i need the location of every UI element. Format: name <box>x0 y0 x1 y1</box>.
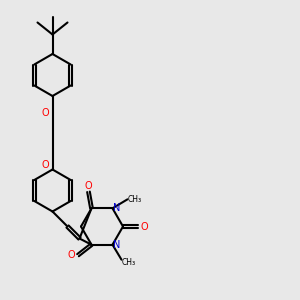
Text: CH₃: CH₃ <box>128 195 142 204</box>
Text: O: O <box>41 160 49 170</box>
Text: O: O <box>141 221 148 232</box>
Text: N: N <box>113 240 121 250</box>
Text: N: N <box>113 203 121 213</box>
Text: O: O <box>68 250 75 260</box>
Text: O: O <box>85 181 92 191</box>
Text: CH₃: CH₃ <box>122 258 136 267</box>
Text: O: O <box>41 107 49 118</box>
